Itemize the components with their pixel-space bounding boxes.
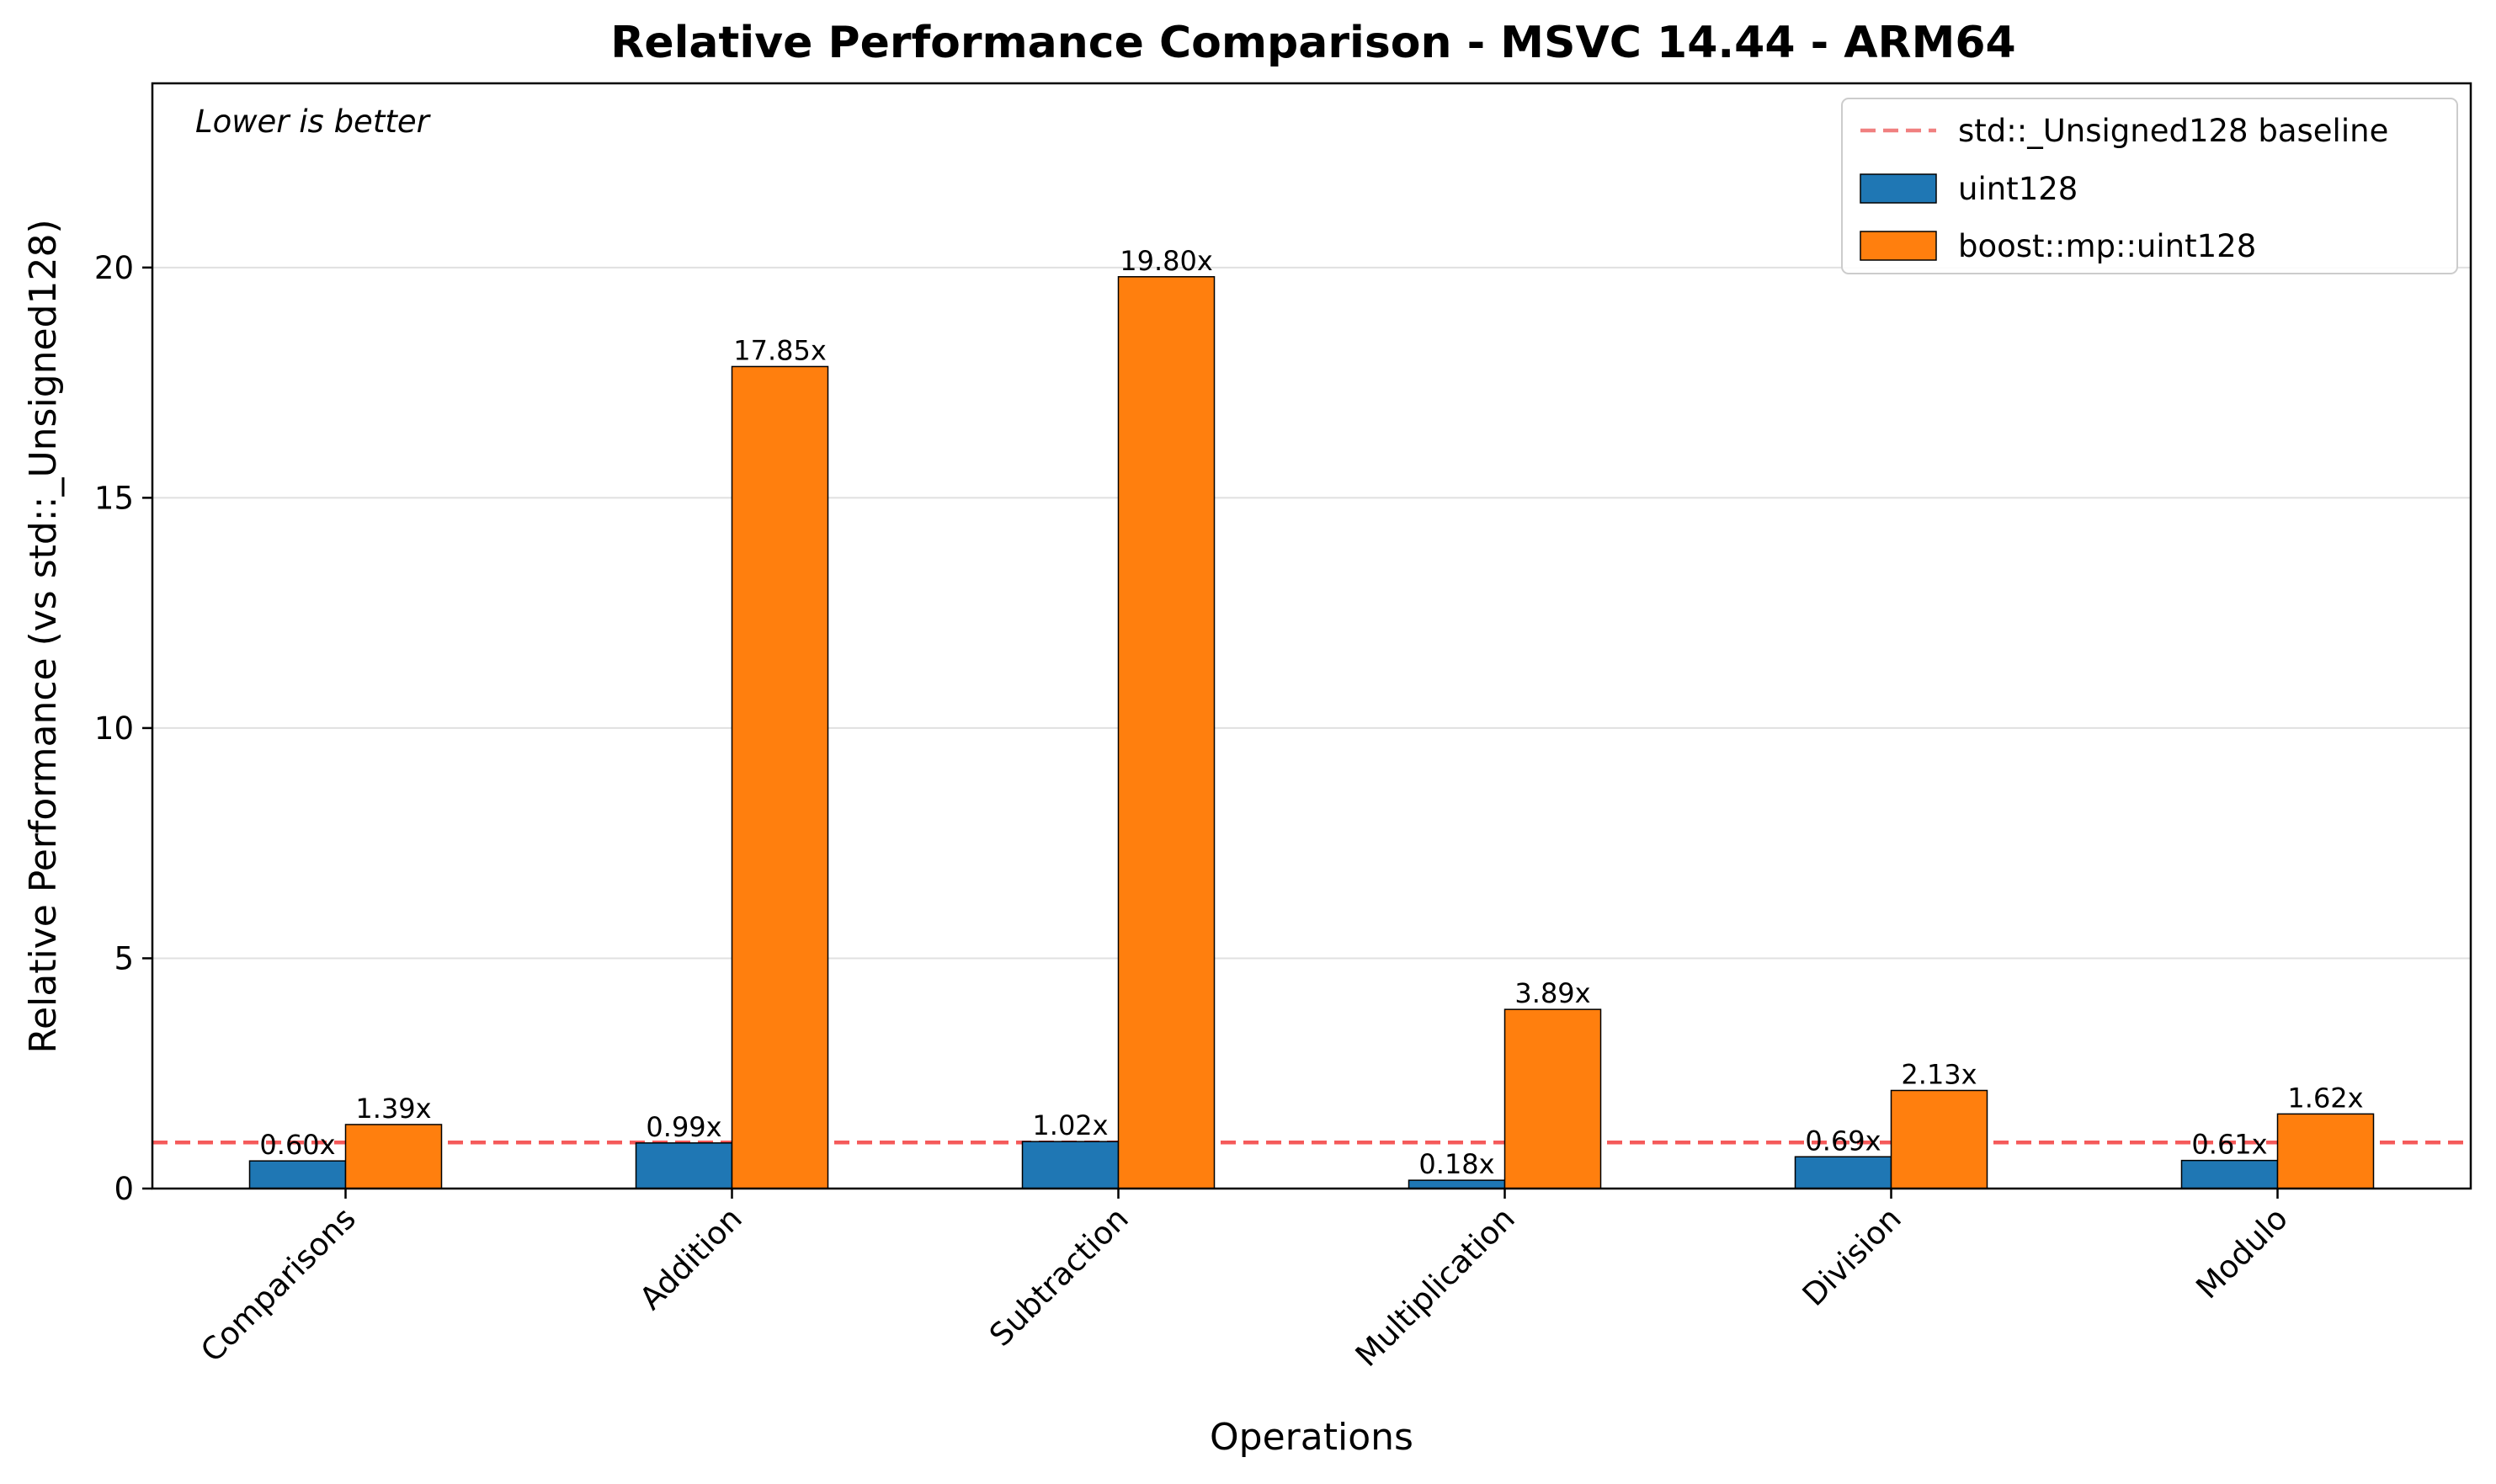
bar-value-label: 17.85x: [733, 334, 827, 366]
legend: std::_Unsigned128 baselineuint128boost::…: [1841, 98, 2458, 274]
bar-uint128: [1408, 1179, 1506, 1189]
bar-value-label: 1.02x: [1032, 1109, 1108, 1141]
y-tick-label: 10: [94, 710, 134, 747]
x-axis-ticks: Comparisons Addition Subtraction Multiplica…: [194, 1189, 2295, 1374]
x-tick-label: Division: [1796, 1200, 1908, 1313]
legend-label: uint128: [1958, 171, 2078, 207]
bar-boost-mp-uint128: [344, 1124, 443, 1189]
legend-swatch-boost-mp-uint128: [1860, 231, 1937, 261]
plot-area-frame: [151, 82, 2472, 1190]
y-tick-label: 0: [114, 1171, 134, 1207]
bar-uint128: [248, 1160, 347, 1189]
x-tick-label: Addition: [632, 1200, 748, 1316]
bar-boost-mp-uint128: [731, 365, 829, 1189]
bar-uint128: [1021, 1141, 1120, 1189]
x-tick-label: Subtraction: [982, 1200, 1136, 1354]
bar-boost-mp-uint128: [1117, 276, 1216, 1189]
bar-uint128: [2180, 1159, 2279, 1189]
bar-boost-mp-uint128: [1890, 1089, 1988, 1189]
bar-uint128: [1794, 1156, 1892, 1189]
legend-label: boost::mp::uint128: [1958, 228, 2256, 264]
annotation-lower-is-better: Lower is better: [195, 104, 432, 140]
x-tick-label: Comparisons: [194, 1200, 363, 1370]
bar-value-label: 0.69x: [1805, 1125, 1881, 1157]
bars: [248, 276, 2375, 1189]
legend-swatch-uint128: [1860, 173, 1937, 204]
y-tick-label: 20: [94, 250, 134, 286]
bar-value-label: 3.89x: [1514, 977, 1590, 1009]
bar-boost-mp-uint128: [1503, 1008, 1602, 1189]
y-axis-label: Relative Performance (vs std::_Unsigned1…: [22, 219, 65, 1053]
bar-value-label: 2.13x: [1901, 1058, 1977, 1090]
bar-value-label: 0.61x: [2191, 1129, 2267, 1161]
bar-value-label: 0.99x: [646, 1111, 721, 1143]
x-axis-label: Operations: [1210, 1416, 1413, 1459]
legend-baseline-label: std::_Unsigned128 baseline: [1958, 113, 2388, 149]
chart-title: Relative Performance Comparison - MSVC 1…: [610, 18, 2015, 68]
y-gridlines: [152, 266, 2471, 960]
bar-uint128: [635, 1142, 733, 1189]
bar-value-label: 19.80x: [1120, 245, 1213, 277]
bar-boost-mp-uint128: [2276, 1113, 2375, 1189]
y-axis-ticks: 0 5 10 15 20: [94, 250, 152, 1207]
bar-value-label: 1.62x: [2287, 1082, 2363, 1114]
x-tick-label: Modulo: [2189, 1200, 2294, 1306]
bar-labels: 0.60x 1.39x 0.99x 17.85x 1.02x 19.80x 0.18x 3.8…: [259, 245, 2363, 1180]
y-tick-label: 5: [114, 940, 134, 976]
x-tick-label: Multiplication: [1349, 1200, 1522, 1374]
bar-value-label: 0.18x: [1418, 1148, 1494, 1180]
bar-value-label: 0.60x: [259, 1129, 335, 1161]
bar-value-label: 1.39x: [355, 1093, 431, 1125]
y-tick-label: 15: [94, 480, 134, 516]
legend-frame: [1841, 98, 2458, 274]
